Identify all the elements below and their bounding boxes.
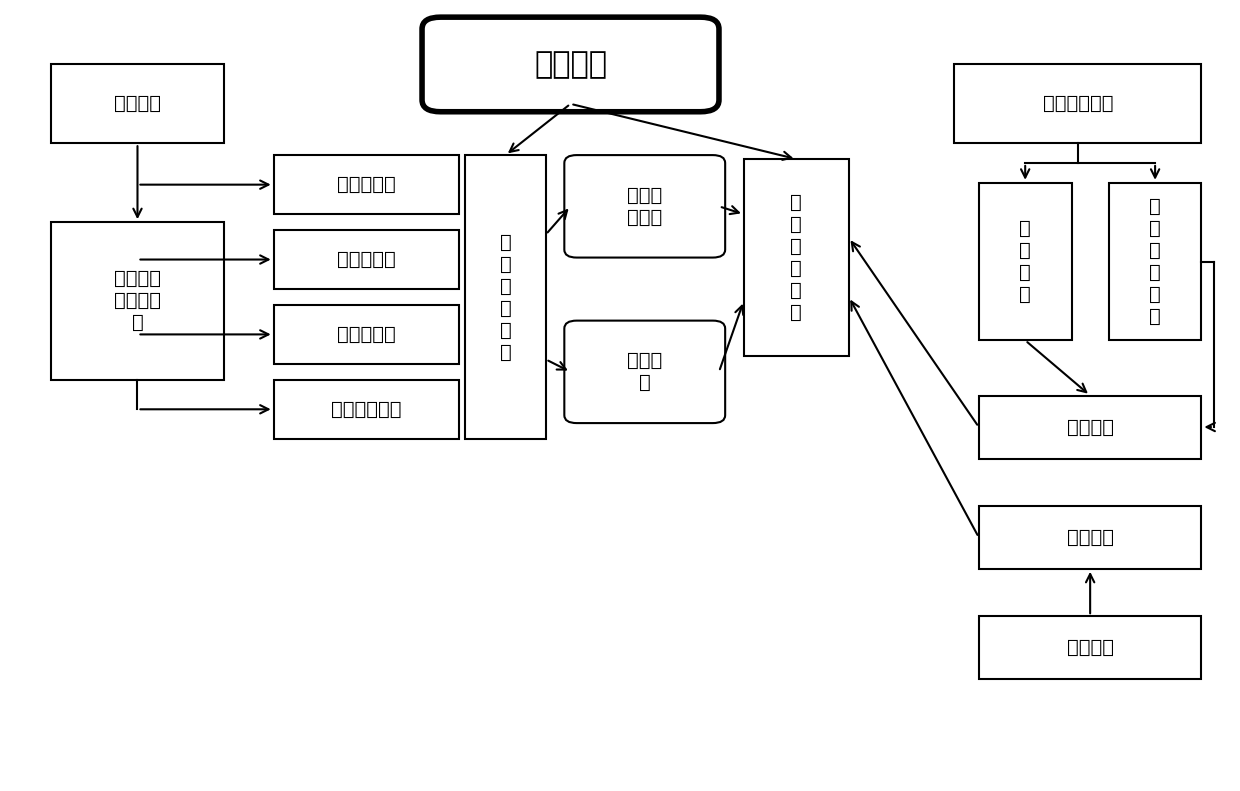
FancyBboxPatch shape [274, 230, 459, 289]
FancyBboxPatch shape [978, 396, 1202, 459]
FancyBboxPatch shape [564, 320, 725, 423]
Text: 砍
伐
区
域
分
配: 砍 伐 区 域 分 配 [1149, 197, 1161, 326]
Text: 林地非林地: 林地非林地 [337, 175, 396, 194]
FancyBboxPatch shape [1109, 183, 1202, 340]
FancyBboxPatch shape [564, 155, 725, 258]
Text: 土地利用
类型转移
图: 土地利用 类型转移 图 [114, 270, 161, 332]
FancyBboxPatch shape [422, 17, 719, 112]
Text: 砍
伐
强
度: 砍 伐 强 度 [1019, 219, 1032, 304]
Text: 遥感反演: 遥感反演 [1066, 638, 1114, 657]
Text: 林地转灌木: 林地转灌木 [337, 250, 396, 269]
Text: 森
林
砍
伐
模
拟: 森 林 砍 伐 模 拟 [790, 193, 802, 322]
FancyBboxPatch shape [744, 159, 849, 356]
FancyBboxPatch shape [978, 506, 1202, 569]
FancyBboxPatch shape [274, 155, 459, 214]
Text: 输入模型: 输入模型 [1066, 418, 1114, 437]
Text: 灌木转林地: 灌木转林地 [337, 325, 396, 344]
Text: 碳库调
整: 碳库调 整 [627, 351, 662, 392]
Text: 生理参
数重置: 生理参 数重置 [627, 186, 662, 227]
Text: 干扰区域: 干扰区域 [1066, 528, 1114, 547]
FancyBboxPatch shape [274, 380, 459, 439]
FancyBboxPatch shape [51, 222, 224, 380]
Text: 灌木转非林地: 灌木转非林地 [331, 399, 402, 418]
Text: 遥感解译: 遥感解译 [114, 94, 161, 113]
Text: 干扰模块: 干扰模块 [534, 50, 608, 79]
FancyBboxPatch shape [465, 155, 546, 439]
Text: 土
地
利
用
变
化: 土 地 利 用 变 化 [500, 233, 511, 361]
FancyBboxPatch shape [954, 64, 1202, 143]
FancyBboxPatch shape [274, 305, 459, 364]
FancyBboxPatch shape [978, 183, 1071, 340]
FancyBboxPatch shape [978, 616, 1202, 679]
FancyBboxPatch shape [51, 64, 224, 143]
Text: 县级采伐总量: 县级采伐总量 [1043, 94, 1114, 113]
